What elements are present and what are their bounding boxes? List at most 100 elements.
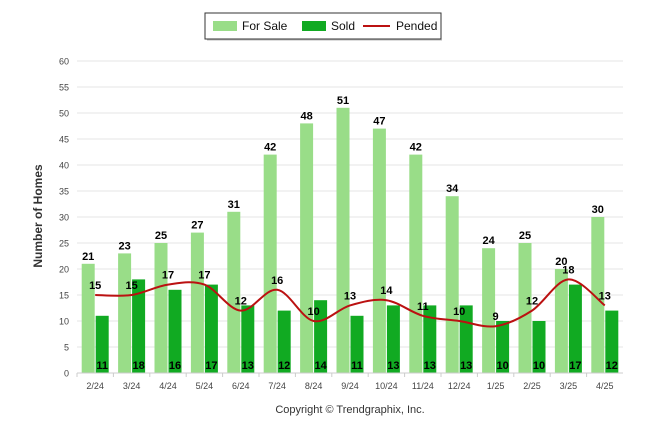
- x-tick-label: 3/25: [560, 381, 578, 391]
- sold-data-label: 11: [351, 360, 363, 372]
- for-sale-bar: [154, 243, 168, 373]
- x-tick-label: 3/24: [123, 381, 141, 391]
- x-tick-label: 5/24: [196, 381, 214, 391]
- legend-pended-label: Pended: [396, 19, 437, 33]
- sold-data-label: 17: [569, 360, 581, 372]
- for-sale-bar: [263, 154, 277, 373]
- pended-data-label: 15: [125, 280, 137, 292]
- for-sale-bar: [482, 248, 496, 373]
- y-tick-label: 45: [59, 135, 69, 145]
- pended-data-label: 17: [198, 270, 210, 282]
- y-tick-label: 30: [59, 213, 69, 223]
- sold-bar: [277, 310, 291, 373]
- pended-data-label: 11: [417, 301, 429, 313]
- sold-data-label: 14: [314, 360, 327, 372]
- pended-data-label: 18: [562, 264, 574, 276]
- for-sale-data-label: 24: [482, 235, 495, 247]
- sold-data-label: 18: [132, 360, 144, 372]
- x-tick-label: 11/24: [412, 381, 434, 391]
- x-tick-label: 8/24: [305, 381, 323, 391]
- for-sale-data-label: 34: [446, 183, 459, 195]
- y-tick-label: 5: [64, 343, 69, 353]
- sold-data-label: 12: [606, 360, 618, 372]
- for-sale-bar: [591, 217, 605, 373]
- y-tick-label: 10: [59, 317, 69, 327]
- x-tick-label: 6/24: [232, 381, 250, 391]
- pended-data-label: 9: [493, 311, 499, 323]
- pended-line: [95, 278, 606, 328]
- y-tick-label: 60: [59, 57, 69, 67]
- for-sale-bar: [190, 232, 204, 373]
- x-tick-label: 4/25: [596, 381, 614, 391]
- sold-bar: [568, 284, 582, 373]
- pended-data-label: 14: [380, 285, 393, 297]
- for-sale-bar: [409, 154, 423, 373]
- sold-bar: [95, 315, 109, 373]
- for-sale-data-label: 21: [82, 251, 94, 263]
- for-sale-data-label: 47: [373, 116, 385, 128]
- legend-sold-label: Sold: [331, 19, 355, 33]
- x-tick-label: 2/24: [86, 381, 104, 391]
- for-sale-data-label: 48: [300, 110, 312, 122]
- sold-data-label: 17: [205, 360, 217, 372]
- labels-layer: 21 11 15 23 18 15 25 16 17 27 17 17 31 13 12 42 12 16 48 14…: [82, 95, 618, 372]
- pended-data-label: 13: [599, 290, 611, 302]
- for-sale-data-label: 42: [264, 142, 276, 154]
- for-sale-bar: [227, 211, 241, 373]
- for-sale-bar: [336, 107, 350, 374]
- pended-data-label: 12: [526, 296, 538, 308]
- legend-sold-swatch: [302, 21, 326, 31]
- pended-data-label: 10: [453, 306, 465, 318]
- sold-bar: [386, 305, 400, 373]
- x-tick-label: 4/24: [159, 381, 177, 391]
- sold-bar: [532, 321, 546, 373]
- sold-data-label: 10: [496, 360, 508, 372]
- sold-bar: [314, 300, 328, 373]
- sold-bar: [605, 310, 619, 373]
- y-axis-title: Number of Homes: [31, 164, 45, 268]
- copyright-text: Copyright © Trendgraphix, Inc.: [275, 404, 424, 416]
- for-sale-bar: [118, 253, 132, 373]
- pended-data-label: 10: [307, 306, 319, 318]
- axis-layer: 0 5 10 15 20 25 30 35 40 45 50 55 60 2/24 3/24 4/24 5/24…: [59, 57, 623, 391]
- for-sale-data-label: 30: [592, 204, 604, 216]
- sold-bar: [423, 305, 437, 373]
- sold-data-label: 12: [278, 360, 290, 372]
- y-tick-label: 40: [59, 161, 69, 171]
- x-tick-label: 10/24: [375, 381, 398, 391]
- x-tick-label: 9/24: [341, 381, 359, 391]
- for-sale-data-label: 25: [519, 230, 531, 242]
- sold-bar: [350, 315, 364, 373]
- sold-data-label: 11: [96, 360, 108, 372]
- sold-bar: [168, 289, 182, 373]
- sold-data-label: 13: [387, 360, 399, 372]
- pended-data-label: 17: [162, 270, 174, 282]
- x-tick-label: 7/24: [268, 381, 286, 391]
- y-tick-label: 35: [59, 187, 69, 197]
- sold-bar: [132, 279, 146, 373]
- sold-data-label: 16: [169, 360, 181, 372]
- x-tick-label: 2/25: [523, 381, 541, 391]
- y-tick-label: 15: [59, 291, 69, 301]
- sold-bar: [204, 284, 218, 373]
- for-sale-data-label: 25: [155, 230, 167, 242]
- for-sale-data-label: 23: [118, 240, 130, 252]
- for-sale-bar: [554, 269, 568, 373]
- pended-data-label: 16: [271, 275, 283, 287]
- for-sale-data-label: 20: [555, 256, 567, 268]
- pended-data-label: 15: [89, 280, 101, 292]
- sold-bar: [496, 321, 510, 373]
- sold-data-label: 13: [460, 360, 472, 372]
- for-sale-bar: [372, 128, 386, 373]
- x-tick-label: 1/25: [487, 381, 505, 391]
- for-sale-data-label: 31: [228, 199, 240, 211]
- for-sale-data-label: 27: [191, 220, 203, 232]
- y-tick-label: 25: [59, 239, 69, 249]
- grid-layer: [77, 60, 623, 348]
- sold-data-label: 13: [242, 360, 254, 372]
- x-tick-label: 12/24: [448, 381, 471, 391]
- y-tick-label: 50: [59, 109, 69, 119]
- legend: For Sale Sold Pended: [204, 12, 442, 41]
- sold-data-label: 10: [533, 360, 545, 372]
- for-sale-bar: [445, 196, 459, 373]
